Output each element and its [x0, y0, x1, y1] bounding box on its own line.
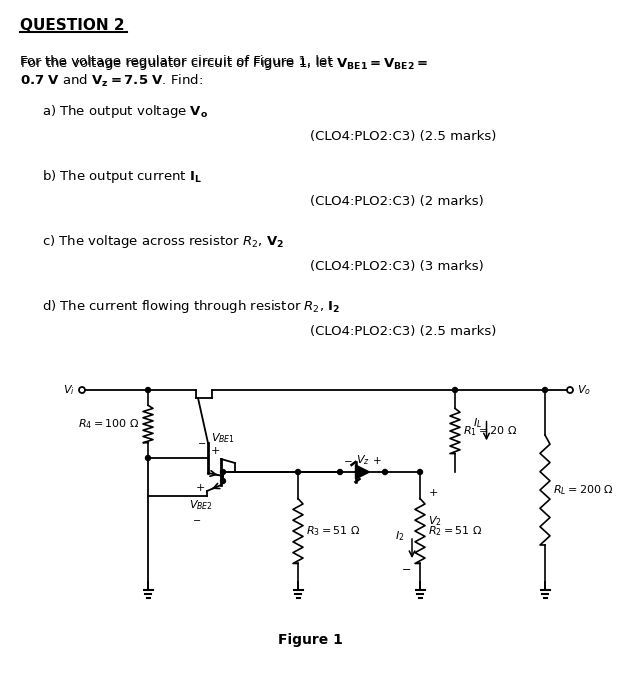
Text: d) The current flowing through resistor $R_2$, $\mathbf{I_2}$: d) The current flowing through resistor … — [42, 298, 341, 315]
Text: $V_o$: $V_o$ — [577, 383, 591, 397]
Text: $V_z$: $V_z$ — [356, 453, 370, 467]
Text: $+$: $+$ — [428, 486, 438, 498]
Circle shape — [145, 456, 150, 461]
Circle shape — [145, 388, 150, 393]
Text: $V_2$: $V_2$ — [428, 514, 442, 528]
Text: (CLO4:PLO2:C3) (2 marks): (CLO4:PLO2:C3) (2 marks) — [310, 195, 483, 208]
Text: $V_{BE1}$: $V_{BE1}$ — [211, 431, 235, 445]
Circle shape — [337, 470, 343, 475]
Text: $-$: $-$ — [401, 563, 411, 573]
Text: +: + — [196, 483, 205, 493]
Circle shape — [542, 388, 547, 393]
Text: For the voltage regulator circuit of Figure 1, let: For the voltage regulator circuit of Fig… — [20, 55, 337, 68]
Text: QUESTION 2: QUESTION 2 — [20, 18, 125, 33]
Text: b) The output current $\mathbf{I_L}$: b) The output current $\mathbf{I_L}$ — [42, 168, 202, 185]
Circle shape — [221, 479, 226, 484]
Text: (CLO4:PLO2:C3) (2.5 marks): (CLO4:PLO2:C3) (2.5 marks) — [310, 325, 496, 338]
Text: $\mathbf{0.7\ V}$ and $\mathbf{V_z = 7.5\ V}$. Find:: $\mathbf{0.7\ V}$ and $\mathbf{V_z = 7.5… — [20, 73, 204, 89]
Text: a) The output voltage $\mathbf{V_o}$: a) The output voltage $\mathbf{V_o}$ — [42, 103, 209, 120]
Text: $I_2$: $I_2$ — [394, 529, 404, 543]
Polygon shape — [355, 465, 370, 479]
Text: c) The voltage across resistor $R_2$, $\mathbf{V_2}$: c) The voltage across resistor $R_2$, $\… — [42, 233, 284, 250]
Text: $R_L = 200\ \Omega$: $R_L = 200\ \Omega$ — [553, 483, 614, 497]
Text: $-$: $-$ — [192, 514, 202, 524]
Circle shape — [453, 388, 458, 393]
Text: (CLO4:PLO2:C3) (3 marks): (CLO4:PLO2:C3) (3 marks) — [310, 260, 483, 273]
Text: $+$: $+$ — [372, 454, 382, 466]
Text: Figure 1: Figure 1 — [277, 633, 343, 647]
Text: $R_4 = 100\ \Omega$: $R_4 = 100\ \Omega$ — [78, 417, 140, 431]
Text: $V_{BE2}$: $V_{BE2}$ — [189, 498, 213, 512]
Circle shape — [296, 470, 300, 475]
Text: $V_i$: $V_i$ — [63, 383, 75, 397]
Text: $R_1 = 20\ \Omega$: $R_1 = 20\ \Omega$ — [463, 424, 518, 438]
Circle shape — [418, 470, 423, 475]
Text: (CLO4:PLO2:C3) (2.5 marks): (CLO4:PLO2:C3) (2.5 marks) — [310, 130, 496, 143]
Text: For the voltage regulator circuit of Figure 1, let $\mathbf{V_{BE1} = V_{BE2} =}: For the voltage regulator circuit of Fig… — [20, 55, 428, 72]
Circle shape — [221, 470, 226, 475]
Text: $I_L$: $I_L$ — [473, 416, 482, 430]
Text: $R_2 = 51\ \Omega$: $R_2 = 51\ \Omega$ — [428, 524, 482, 538]
Text: $-$: $-$ — [343, 455, 353, 465]
Text: +: + — [211, 446, 221, 456]
Text: $R_3 = 51\ \Omega$: $R_3 = 51\ \Omega$ — [306, 524, 360, 538]
Text: $-$: $-$ — [197, 437, 206, 447]
Circle shape — [382, 470, 387, 475]
